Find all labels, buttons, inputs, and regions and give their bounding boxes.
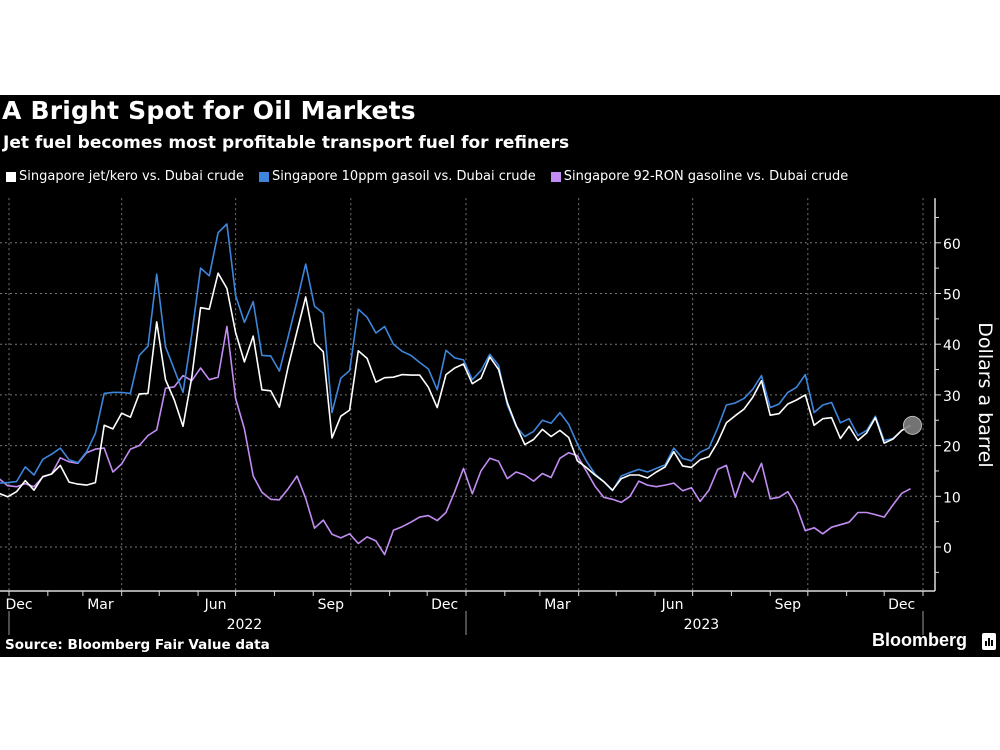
legend-item-gasoline: Singapore 92-RON gasoline vs. Dubai crud… [550, 169, 849, 184]
year-label: 2022 [227, 617, 263, 633]
legend: Singapore jet/kero vs. Dubai crude Singa… [6, 169, 848, 184]
x-tick-label: Dec [5, 597, 32, 613]
chart-subtitle: Jet fuel becomes most profitable transpo… [3, 133, 570, 153]
legend-swatch-gasoil [258, 171, 269, 182]
legend-label-gasoil: Singapore 10ppm gasoil vs. Dubai crude [271, 169, 536, 184]
y-tick-label: 60 [943, 237, 961, 253]
x-tick-label: Dec [888, 597, 915, 613]
series-line-gasoil-group [0, 223, 911, 492]
legend-label-gasoline: Singapore 92-RON gasoline vs. Dubai crud… [563, 169, 849, 184]
bloomberg-logo: Bloomberg [872, 630, 968, 650]
legend-swatch-jet-kero [6, 171, 16, 182]
y-tick-label: 50 [943, 288, 961, 304]
y-tick-label: 0 [943, 541, 952, 557]
x-tick-label: Sep [318, 597, 345, 613]
legend-label-jet-kero: Singapore jet/kero vs. Dubai crude [19, 169, 244, 184]
y-tick-label: 10 [943, 490, 961, 506]
x-tick-label: Mar [544, 597, 571, 613]
series-line-gasoil [0, 223, 911, 492]
series-line-gasoline-group [0, 325, 911, 556]
x-tick-label: Jun [661, 597, 684, 613]
source-note: Source: Bloomberg Fair Value data [5, 637, 270, 653]
series-line-jet-kero [0, 272, 911, 498]
x-tick-label: Mar [87, 597, 114, 613]
y-axis-title: Dollars a barrel [974, 322, 996, 468]
legend-swatch-gasoline [550, 171, 561, 182]
bloomberg-chart-icon [982, 633, 996, 650]
legend-item-gasoil: Singapore 10ppm gasoil vs. Dubai crude [258, 169, 536, 184]
y-tick-label: 20 [943, 440, 961, 456]
x-tick-label: Dec [431, 597, 458, 613]
x-tick-label: Jun [204, 597, 227, 613]
y-tick-label: 30 [943, 389, 961, 405]
x-tick-label: Sep [775, 597, 802, 613]
legend-item-jet-kero: Singapore jet/kero vs. Dubai crude [6, 169, 244, 184]
last-value-marker [902, 415, 922, 435]
year-label: 2023 [684, 617, 720, 633]
chart-title: A Bright Spot for Oil Markets [2, 96, 416, 125]
series-line-gasoline [0, 325, 911, 556]
series-line-jet-kero-group [0, 272, 911, 498]
y-tick-label: 40 [943, 338, 961, 354]
